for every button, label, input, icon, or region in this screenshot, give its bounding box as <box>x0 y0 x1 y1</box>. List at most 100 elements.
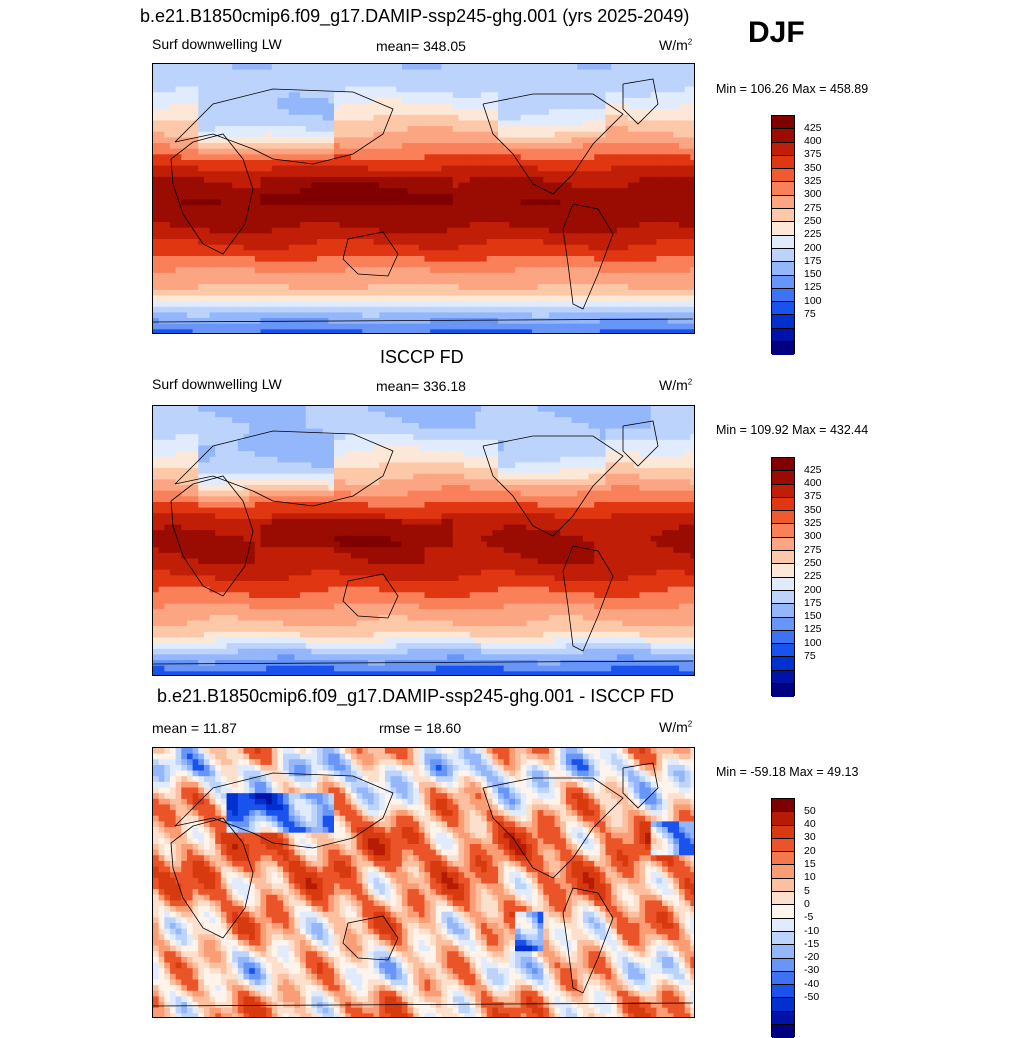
map-cell <box>447 86 454 93</box>
map-cell <box>181 329 188 333</box>
map-cell <box>673 86 680 93</box>
map-cell <box>498 289 505 297</box>
map-cell <box>611 406 618 413</box>
map-cell <box>656 272 663 280</box>
map-cell <box>181 80 188 88</box>
map-cell <box>469 267 477 274</box>
map-cell <box>554 143 561 150</box>
map-cell <box>356 289 363 297</box>
map-cell <box>582 182 590 189</box>
map-cell <box>605 278 612 285</box>
map-cell <box>345 148 352 155</box>
map-cell <box>554 272 561 280</box>
map-cell <box>611 255 618 263</box>
map-cell <box>475 250 482 257</box>
map-cell <box>605 80 612 88</box>
map-cell <box>515 92 522 99</box>
map-cell <box>294 272 301 280</box>
map-cell <box>153 103 160 110</box>
map-cell <box>424 103 431 110</box>
map-cell <box>639 97 646 105</box>
map-cell <box>571 244 578 251</box>
map-cell <box>390 216 397 223</box>
map-cell <box>679 176 686 184</box>
map-cell <box>430 250 437 257</box>
map-cell <box>294 250 301 257</box>
map-cell <box>260 69 267 76</box>
map-cell <box>662 318 669 325</box>
map-cell <box>526 323 533 330</box>
map-cell <box>277 103 284 110</box>
map-cell <box>560 193 567 201</box>
map-cell <box>577 75 584 82</box>
map-cell <box>300 75 307 82</box>
map-cell <box>481 329 488 333</box>
map-cell <box>288 406 296 413</box>
map-cell <box>548 193 556 201</box>
map-cell <box>515 69 522 76</box>
map-cell <box>209 267 216 274</box>
map-cell <box>673 306 680 314</box>
map-cell <box>526 131 533 138</box>
map-cell <box>226 193 233 201</box>
map-cell <box>469 199 477 206</box>
map-cell <box>317 210 324 218</box>
map-cell <box>424 205 431 212</box>
map-cell <box>594 86 601 93</box>
map-cell <box>317 306 324 314</box>
map-cell <box>520 159 527 167</box>
map-cell <box>181 255 188 263</box>
map-cell <box>475 97 482 105</box>
map-cell <box>209 306 216 314</box>
map-cell <box>181 86 188 93</box>
map-cell <box>401 312 409 319</box>
map-cell <box>153 222 160 229</box>
map-cell <box>458 64 465 71</box>
map-cell <box>181 199 188 206</box>
map-cell <box>328 205 335 212</box>
map-cell <box>328 227 335 234</box>
map-cell <box>588 120 595 127</box>
map-cell <box>424 222 431 229</box>
map-cell <box>192 406 199 413</box>
map-cell <box>334 244 341 251</box>
map-cell <box>249 143 256 150</box>
map-cell <box>401 255 409 263</box>
map-cell <box>622 182 629 189</box>
map-cell <box>588 312 595 319</box>
map-cell <box>503 69 510 76</box>
map-cell <box>492 295 499 302</box>
map-cell <box>288 323 296 330</box>
map-cell <box>243 295 250 302</box>
map-cell <box>237 109 245 116</box>
map-cell <box>356 97 363 105</box>
map-cell <box>203 69 211 76</box>
map-cell <box>611 193 618 201</box>
map-cell <box>452 272 460 280</box>
map-cell <box>656 318 663 325</box>
map-cell <box>543 289 550 297</box>
map-cell <box>288 154 296 161</box>
map-cell <box>384 137 392 144</box>
map-cell <box>475 289 482 297</box>
map-cell <box>413 284 420 291</box>
map-cell <box>531 222 539 229</box>
map-cell <box>447 137 454 144</box>
map-cell <box>526 261 533 268</box>
map-cell <box>260 109 267 116</box>
map-cell <box>300 109 307 116</box>
map-cell <box>232 182 239 189</box>
map-cell <box>520 411 527 418</box>
map-cell <box>435 171 443 178</box>
map-cell <box>373 64 380 71</box>
map-cell <box>153 422 160 430</box>
map-cell <box>684 267 691 274</box>
map-cell <box>526 267 533 274</box>
map-cell <box>396 75 403 82</box>
map-cell <box>283 312 290 319</box>
map-cell <box>322 69 329 76</box>
map-cell <box>645 205 652 212</box>
map-cell <box>537 267 544 274</box>
map-cell <box>526 182 533 189</box>
map-cell <box>288 239 296 246</box>
